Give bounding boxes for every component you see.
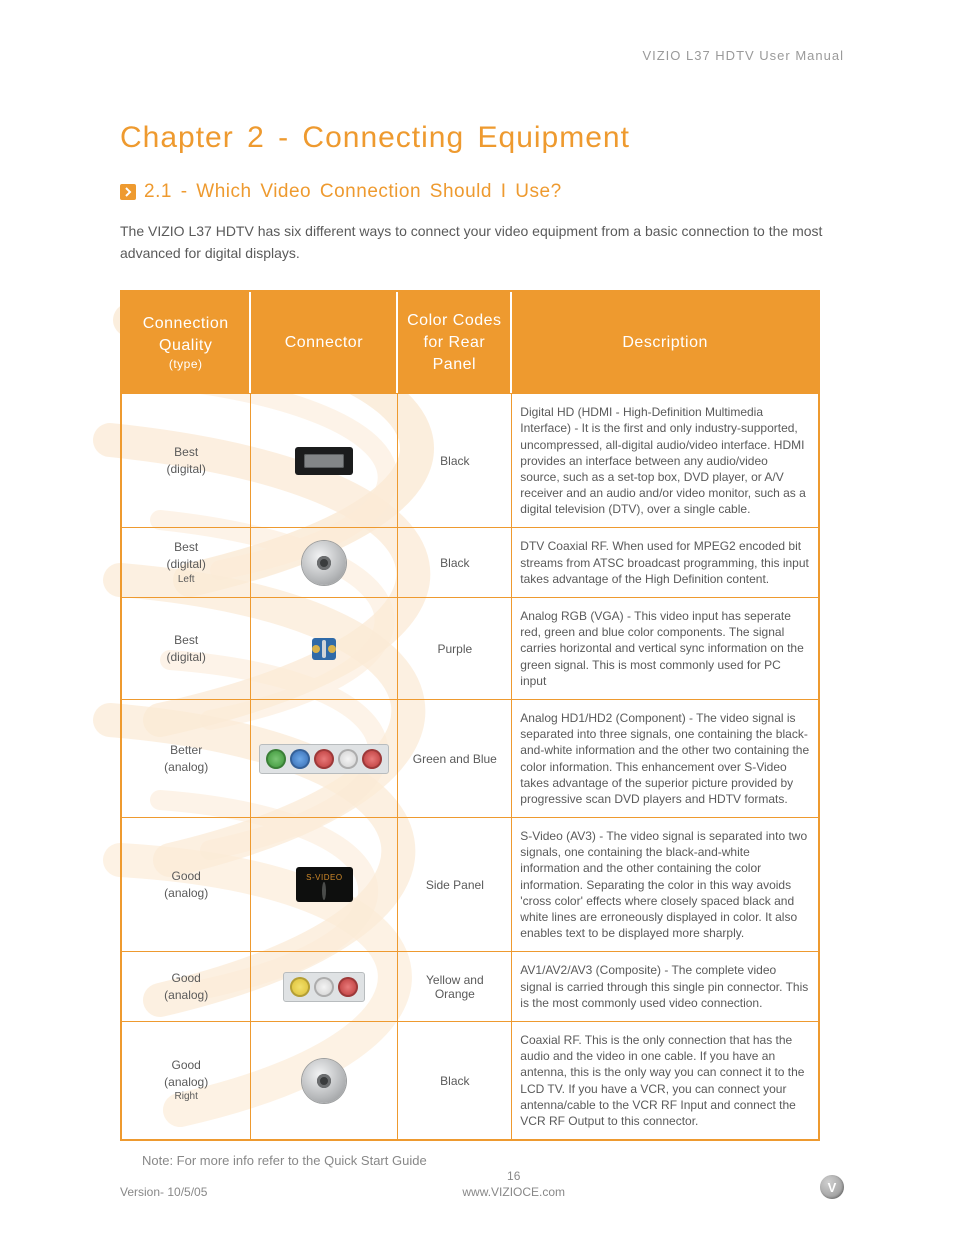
cell-description: AV1/AV2/AV3 (Composite) - The complete v… (512, 951, 818, 1021)
cell-quality: Best(digital) (122, 597, 251, 699)
table-row: Better(analog) Green and BlueAnalog HD1/H… (122, 699, 818, 817)
section-title: 2.1 - Which Video Connection Should I Us… (144, 181, 562, 203)
th-quality-label: Connection Quality (143, 315, 229, 354)
cell-quality: Better(analog) (122, 699, 251, 817)
cell-connector (251, 699, 398, 817)
table-row: Best(digital) PurpleAnalog RGB (VGA) - Th… (122, 597, 818, 699)
cell-quality: Good(analog)Right (122, 1021, 251, 1139)
table-header-row: Connection Quality (type) Connector Colo… (122, 292, 818, 393)
chevron-right-icon (120, 184, 136, 200)
table-row: Good(analog) Yellow and OrangeAV1/AV2/AV3… (122, 951, 818, 1021)
connections-table: Connection Quality (type) Connector Colo… (120, 290, 820, 1141)
header-doc-title: VIZIO L37 HDTV User Manual (120, 48, 844, 63)
footnote: Note: For more info refer to the Quick S… (142, 1153, 844, 1168)
cell-connector (251, 951, 398, 1021)
th-connector: Connector (251, 292, 398, 393)
cell-connector (251, 597, 398, 699)
cell-connector: S-VIDEO (251, 817, 398, 951)
th-quality: Connection Quality (type) (122, 292, 251, 393)
cell-quality: Good(analog) (122, 951, 251, 1021)
cell-connector (251, 393, 398, 527)
cell-color-code: Black (398, 527, 512, 597)
cell-description: Analog HD1/HD2 (Component) - The video s… (512, 699, 818, 817)
cell-quality: Good(analog) (122, 817, 251, 951)
cell-color-code: Purple (398, 597, 512, 699)
intro-paragraph: The VIZIO L37 HDTV has six different way… (120, 221, 844, 264)
vga-connector-icon (312, 638, 336, 660)
cell-description: Analog RGB (VGA) - This video input has … (512, 597, 818, 699)
cell-color-code: Black (398, 393, 512, 527)
chapter-title: Chapter 2 - Connecting Equipment (120, 121, 844, 155)
cell-description: Coaxial RF. This is the only connection … (512, 1021, 818, 1139)
th-color-codes: Color Codes for Rear Panel (398, 292, 512, 393)
cell-description: S-Video (AV3) - The video signal is sepa… (512, 817, 818, 951)
table-row: Best(digital)Left BlackDTV Coaxial RF. Wh… (122, 527, 818, 597)
svideo-connector-icon: S-VIDEO (296, 867, 352, 902)
hdmi-connector-icon (295, 447, 353, 475)
cell-description: Digital HD (HDMI - High-Definition Multi… (512, 393, 818, 527)
cell-color-code: Black (398, 1021, 512, 1139)
component-connector-icon (259, 744, 389, 774)
cell-color-code: Yellow and Orange (398, 951, 512, 1021)
cell-color-code: Side Panel (398, 817, 512, 951)
th-quality-sub: (type) (128, 356, 243, 372)
composite-connector-icon (283, 972, 365, 1002)
coax-connector-icon (302, 541, 346, 585)
cell-connector (251, 1021, 398, 1139)
cell-color-code: Green and Blue (398, 699, 512, 817)
table-row: Good(analog) S-VIDEO Side PanelS-Video (AV… (122, 817, 818, 951)
table-row: Good(analog)Right BlackCoaxial RF. This i… (122, 1021, 818, 1139)
section-heading: 2.1 - Which Video Connection Should I Us… (120, 181, 844, 203)
cell-quality: Best(digital)Left (122, 527, 251, 597)
table-row: Best(digital) BlackDigital HD (HDMI - Hig… (122, 393, 818, 527)
cell-description: DTV Coaxial RF. When used for MPEG2 enco… (512, 527, 818, 597)
coax-connector-icon (302, 1059, 346, 1103)
cell-quality: Best(digital) (122, 393, 251, 527)
th-description: Description (512, 292, 818, 393)
cell-connector (251, 527, 398, 597)
